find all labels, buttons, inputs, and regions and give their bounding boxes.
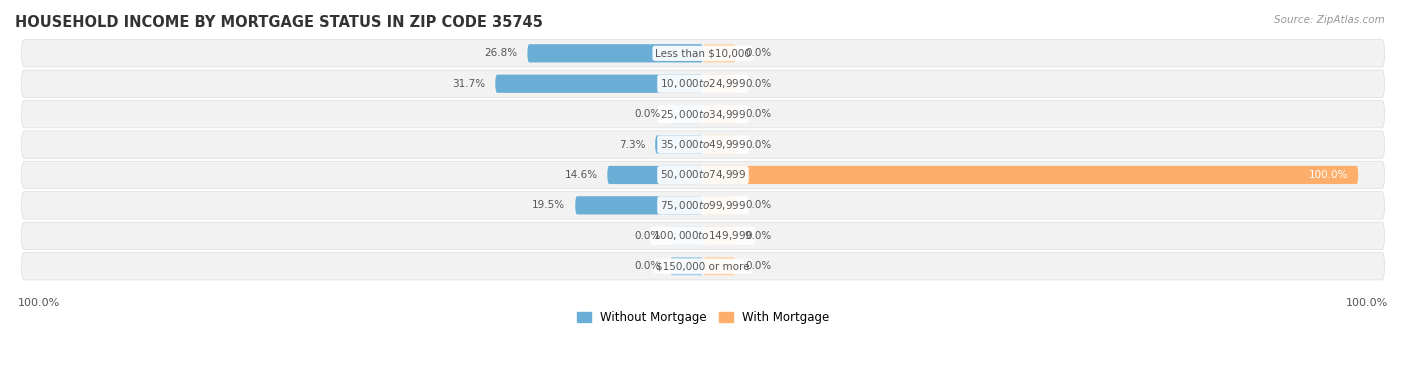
FancyBboxPatch shape <box>21 40 1385 67</box>
FancyBboxPatch shape <box>495 75 703 93</box>
FancyBboxPatch shape <box>21 161 1385 188</box>
FancyBboxPatch shape <box>671 257 703 275</box>
Text: 31.7%: 31.7% <box>453 79 485 89</box>
Text: $25,000 to $34,999: $25,000 to $34,999 <box>659 108 747 121</box>
FancyBboxPatch shape <box>527 44 703 63</box>
Text: 0.0%: 0.0% <box>745 231 772 241</box>
Text: $35,000 to $49,999: $35,000 to $49,999 <box>659 138 747 151</box>
FancyBboxPatch shape <box>21 131 1385 158</box>
FancyBboxPatch shape <box>671 227 703 245</box>
FancyBboxPatch shape <box>703 196 735 215</box>
Text: 19.5%: 19.5% <box>533 201 565 210</box>
FancyBboxPatch shape <box>655 135 703 154</box>
FancyBboxPatch shape <box>575 196 703 215</box>
Text: 100.0%: 100.0% <box>1346 298 1388 308</box>
FancyBboxPatch shape <box>703 135 735 154</box>
Text: $75,000 to $99,999: $75,000 to $99,999 <box>659 199 747 212</box>
Text: 0.0%: 0.0% <box>745 261 772 271</box>
FancyBboxPatch shape <box>671 105 703 123</box>
Text: 100.0%: 100.0% <box>1309 170 1348 180</box>
Text: 7.3%: 7.3% <box>619 139 645 150</box>
Text: 14.6%: 14.6% <box>564 170 598 180</box>
Text: $10,000 to $24,999: $10,000 to $24,999 <box>659 77 747 90</box>
FancyBboxPatch shape <box>21 70 1385 97</box>
Text: 0.0%: 0.0% <box>745 48 772 58</box>
Text: Less than $10,000: Less than $10,000 <box>655 48 751 58</box>
Text: 0.0%: 0.0% <box>745 109 772 119</box>
FancyBboxPatch shape <box>703 44 735 63</box>
Text: 0.0%: 0.0% <box>745 79 772 89</box>
Text: 100.0%: 100.0% <box>18 298 60 308</box>
Text: 0.0%: 0.0% <box>634 109 661 119</box>
FancyBboxPatch shape <box>703 166 1358 184</box>
Text: HOUSEHOLD INCOME BY MORTGAGE STATUS IN ZIP CODE 35745: HOUSEHOLD INCOME BY MORTGAGE STATUS IN Z… <box>15 15 543 30</box>
FancyBboxPatch shape <box>703 227 735 245</box>
Text: $50,000 to $74,999: $50,000 to $74,999 <box>659 169 747 181</box>
FancyBboxPatch shape <box>21 100 1385 128</box>
FancyBboxPatch shape <box>703 75 735 93</box>
FancyBboxPatch shape <box>21 222 1385 250</box>
Legend: Without Mortgage, With Mortgage: Without Mortgage, With Mortgage <box>572 307 834 329</box>
FancyBboxPatch shape <box>703 105 735 123</box>
FancyBboxPatch shape <box>21 192 1385 219</box>
Text: 0.0%: 0.0% <box>745 201 772 210</box>
Text: 0.0%: 0.0% <box>634 231 661 241</box>
Text: 0.0%: 0.0% <box>745 139 772 150</box>
Text: 26.8%: 26.8% <box>485 48 517 58</box>
Text: 0.0%: 0.0% <box>634 261 661 271</box>
Text: Source: ZipAtlas.com: Source: ZipAtlas.com <box>1274 15 1385 25</box>
FancyBboxPatch shape <box>703 257 735 275</box>
FancyBboxPatch shape <box>21 253 1385 280</box>
FancyBboxPatch shape <box>607 166 703 184</box>
Text: $100,000 to $149,999: $100,000 to $149,999 <box>654 229 752 242</box>
Text: $150,000 or more: $150,000 or more <box>657 261 749 271</box>
